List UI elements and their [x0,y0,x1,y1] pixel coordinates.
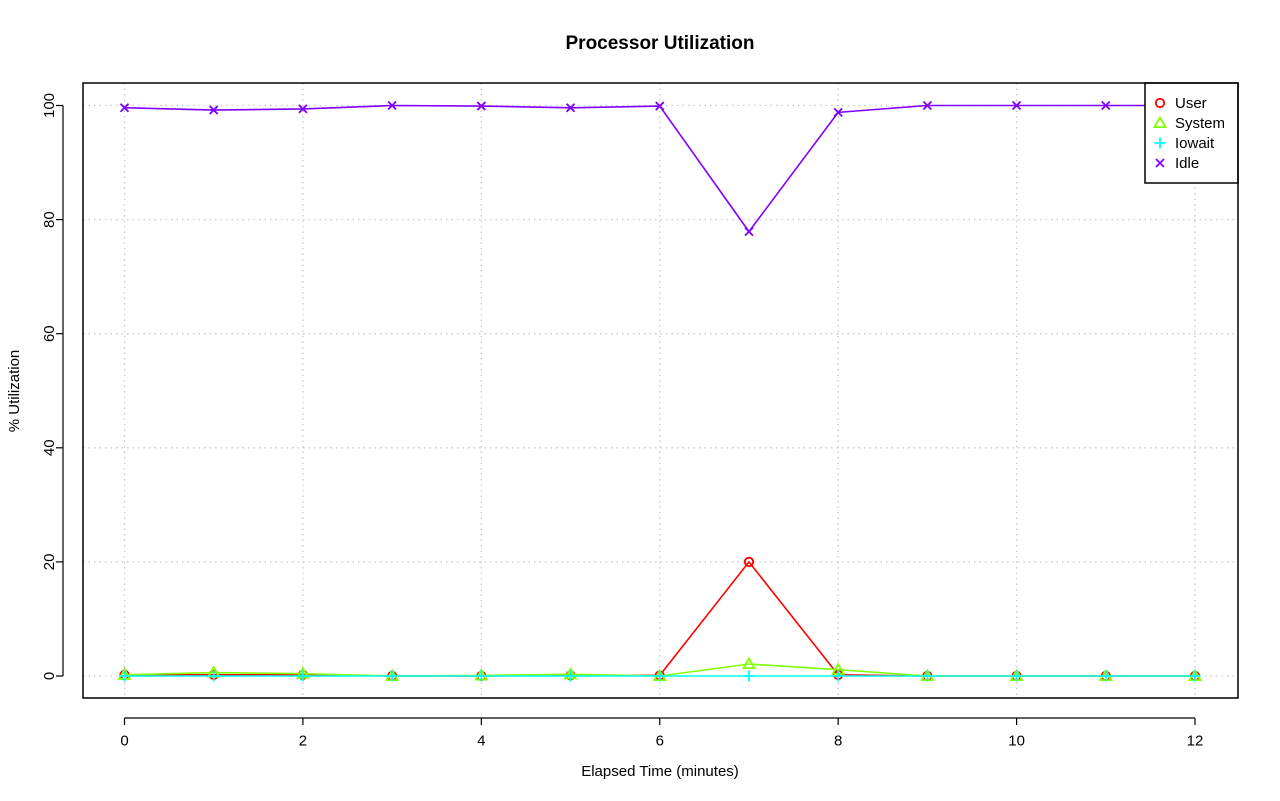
data-point-iowait [832,670,844,682]
y-tick-label: 100 [41,93,58,118]
data-point-idle [387,100,397,111]
legend-marker-idle [1155,158,1165,168]
legend: User System Iowait Idle [1144,82,1239,184]
data-point-idle [565,103,576,113]
legend-marker-user [1154,97,1166,109]
chart-title: Processor Utilization [566,33,755,54]
data-point-iowait [1189,670,1201,682]
data-point-iowait [208,670,220,682]
legend-marker-iowait [1154,137,1166,149]
data-point-iowait [386,670,398,682]
legend-marker-system [1152,115,1168,129]
data-point-iowait [475,670,487,682]
x-axis-label: Elapsed Time (minutes) [581,763,739,780]
data-point-iowait [297,670,309,682]
legend-item-user: User [1154,95,1207,112]
legend-item-idle: Idle [1155,155,1199,172]
data-point-iowait [1100,670,1112,682]
data-point-idle [119,103,130,113]
data-point-iowait [119,670,130,682]
x-tick-label: 12 [1187,732,1204,749]
y-tick-label: 60 [41,325,58,342]
data-point-idle [1101,100,1111,111]
data-point-idle [744,226,754,237]
data-point-iowait [654,670,666,682]
data-point-idle [476,101,486,111]
axes: 0 2 4 6 8 10 12 0 20 40 60 80 100 [41,93,1203,749]
legend-label-idle: Idle [1175,155,1199,172]
data-point-iowait [1011,670,1023,682]
data-point-idle [298,104,308,114]
plot-frame [82,82,1239,699]
y-tick-label: 0 [41,672,58,680]
data-point-idle [922,100,933,111]
data-point-iowait [743,670,755,682]
data-point-idle [833,107,843,117]
series-line-idle [124,104,1195,233]
legend-item-iowait: Iowait [1154,135,1215,152]
data-point-user [743,556,755,568]
x-tick-label: 10 [1008,732,1025,749]
data-point-system [741,656,757,670]
y-tick-label: 20 [41,554,58,571]
grid [83,83,1238,698]
data-point-iowait [921,670,933,682]
data-point-idle [655,101,665,111]
data-point-idle [1011,100,1022,111]
series [117,100,1203,682]
y-tick-label: 80 [41,211,58,228]
legend-label-iowait: Iowait [1175,135,1215,152]
legend-item-system: System [1152,115,1225,132]
y-axis-label: % Utilization [6,350,23,433]
data-point-iowait [565,670,577,682]
x-tick-label: 4 [477,732,485,749]
x-tick-label: 6 [656,732,664,749]
legend-label-user: User [1175,95,1207,112]
series-iowait [119,670,1201,682]
x-tick-label: 2 [299,732,307,749]
x-tick-label: 8 [834,732,842,749]
x-tick-label: 0 [120,732,128,749]
y-tick-label: 40 [41,439,58,456]
legend-label-system: System [1175,115,1225,132]
data-point-idle [209,105,219,115]
